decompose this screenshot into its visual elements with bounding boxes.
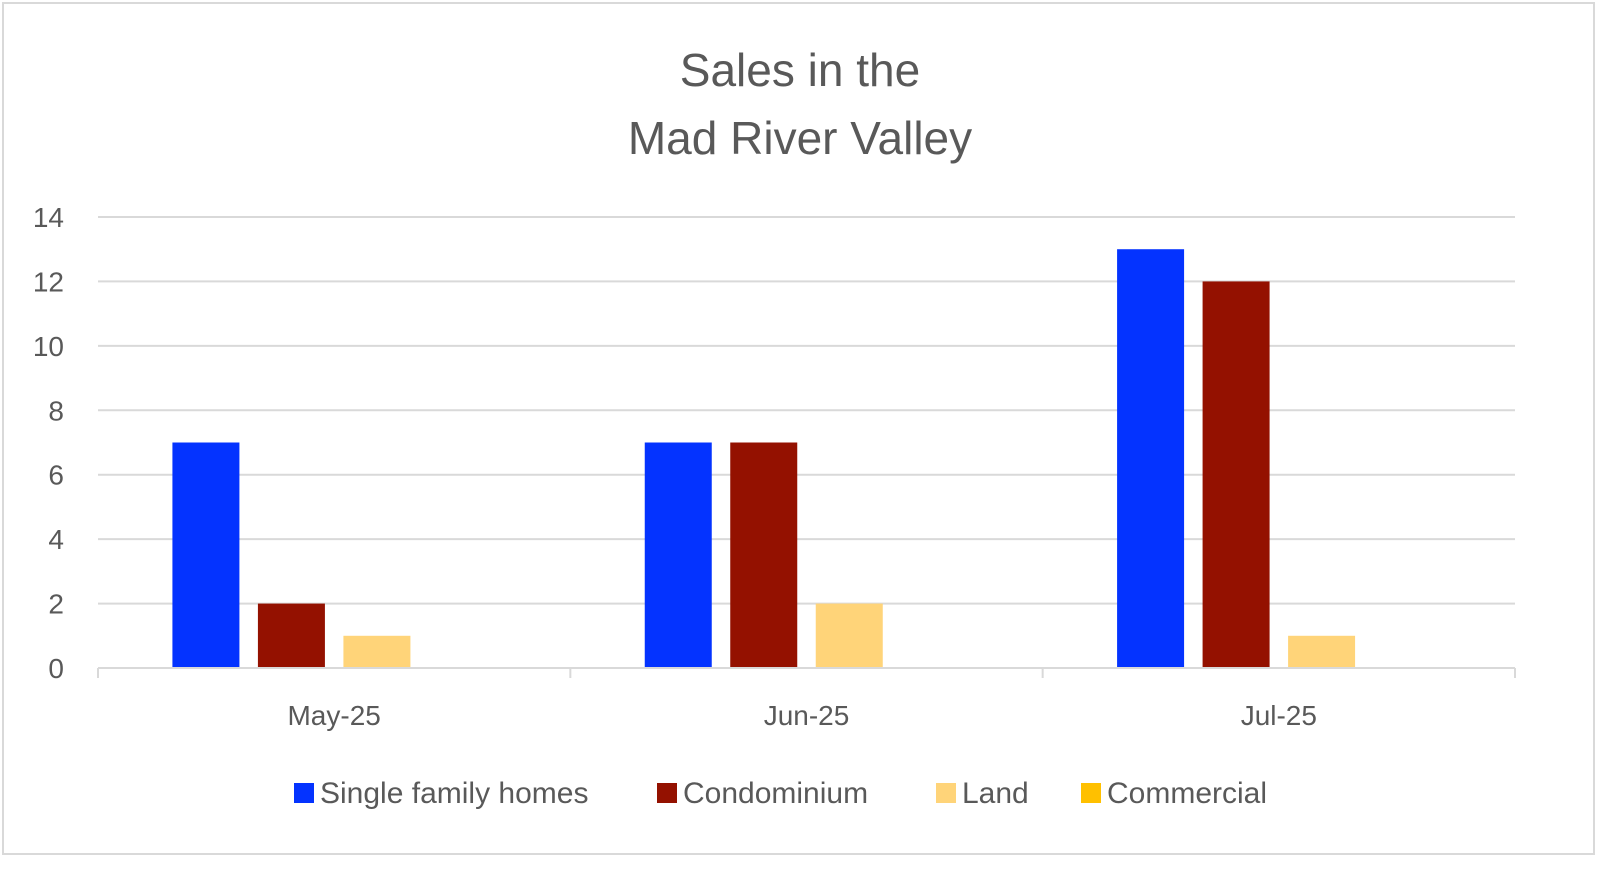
y-tick-label: 14 [33, 202, 64, 233]
legend-swatch [294, 783, 314, 803]
x-tick-label: Jun-25 [764, 700, 850, 731]
chart-title-line-1: Sales in the [680, 44, 920, 96]
x-tick-label: May-25 [287, 700, 380, 731]
chart-border [2, 2, 1595, 855]
legend-swatch [657, 783, 677, 803]
bar-condominium [1202, 281, 1270, 668]
y-tick-label: 0 [48, 653, 64, 684]
bar-land [343, 635, 411, 668]
y-tick-label: 6 [48, 460, 64, 491]
bar-condominium [730, 442, 798, 668]
legend-label: Single family homes [320, 777, 588, 810]
y-tick-label: 4 [48, 524, 64, 555]
chart-title-line-2: Mad River Valley [628, 112, 972, 164]
bar-condominium [257, 603, 325, 668]
bar-single-family-homes [172, 442, 240, 668]
legend-swatch [936, 783, 956, 803]
bar-land [815, 603, 883, 668]
x-tick-label: Jul-25 [1241, 700, 1317, 731]
bar-land [1288, 635, 1356, 668]
bar-single-family-homes [1117, 249, 1185, 668]
y-tick-label: 10 [33, 331, 64, 362]
legend-label: Condominium [683, 777, 868, 810]
y-tick-label: 2 [48, 589, 64, 620]
legend-label: Land [962, 777, 1029, 810]
legend-swatch [1081, 783, 1101, 803]
legend-label: Commercial [1107, 777, 1267, 810]
bar-single-family-homes [644, 442, 712, 668]
y-tick-label: 12 [33, 266, 64, 297]
y-tick-label: 8 [48, 395, 64, 426]
